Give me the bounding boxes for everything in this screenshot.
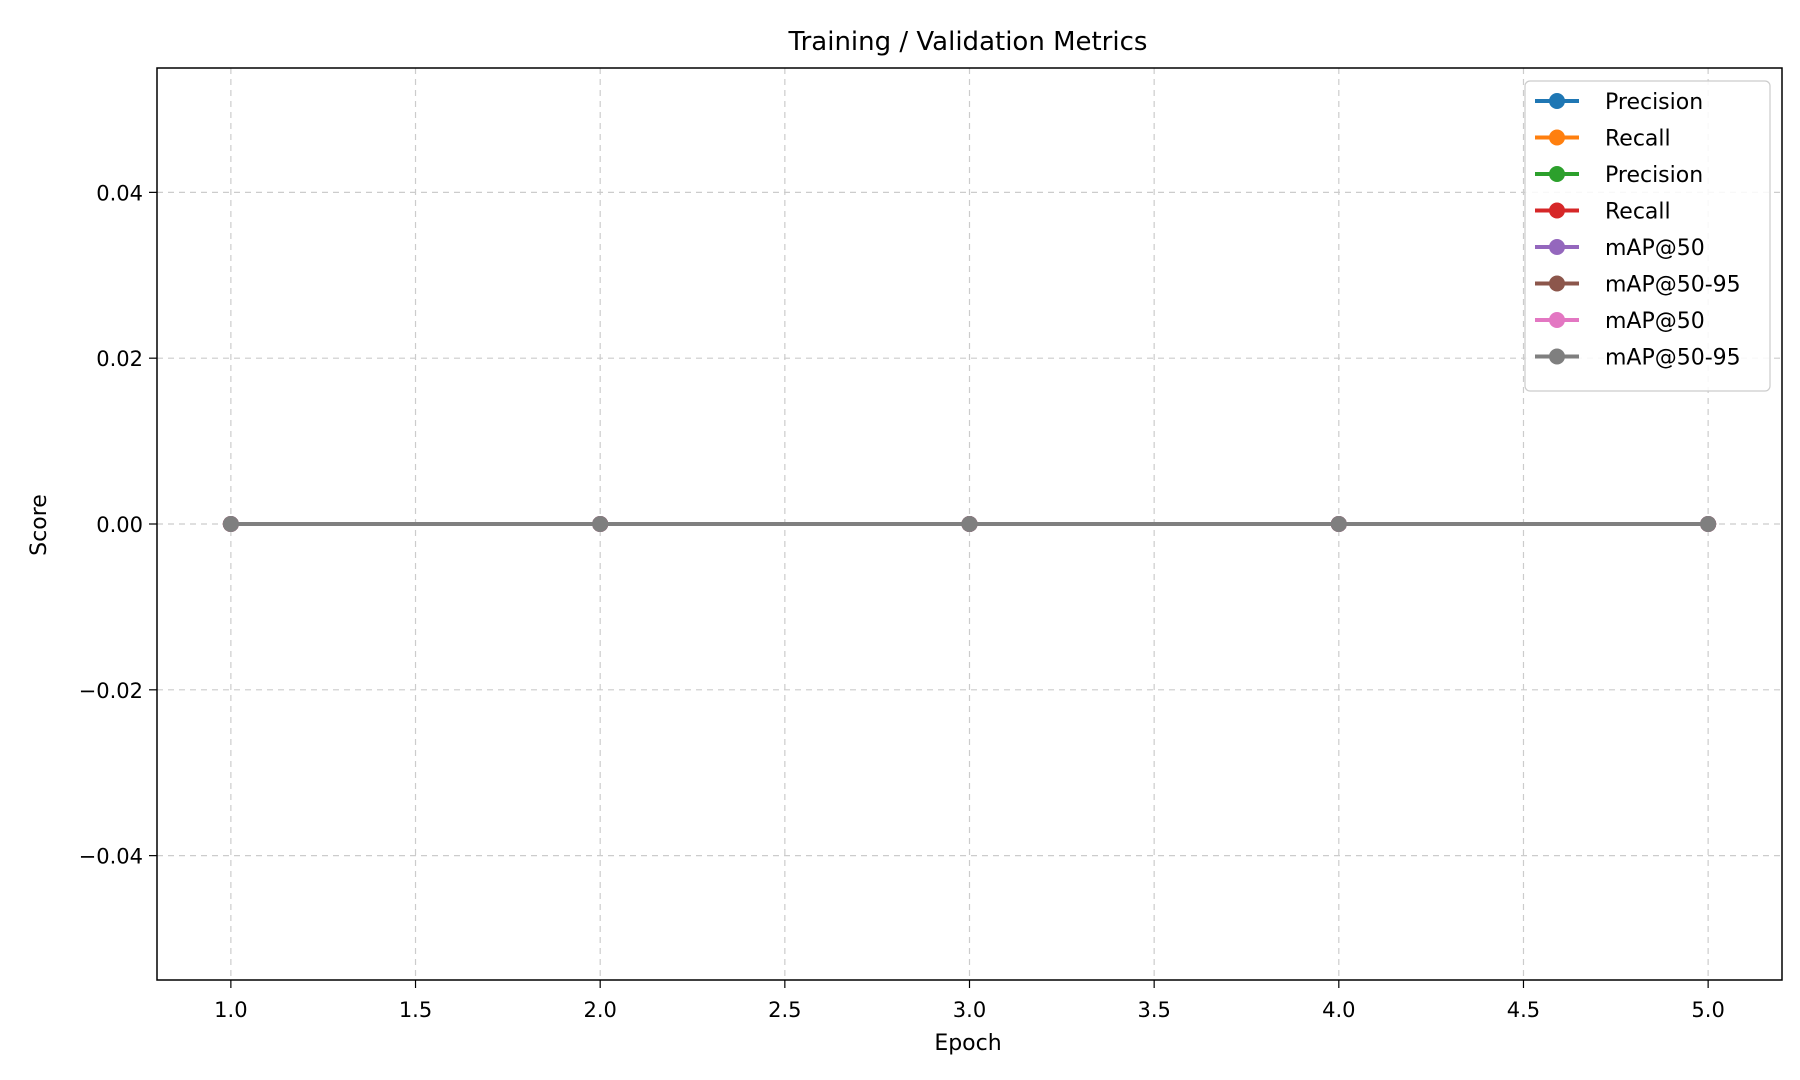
data-point: [592, 516, 609, 532]
legend-marker: [1549, 312, 1565, 328]
legend-item: Recall: [1535, 127, 1671, 152]
x-axis: 1.0 1.5 2.0 2.5 3.0 3.5 4.0 4.5 5.0: [214, 980, 1725, 1022]
y-axis: −0.04 −0.02 0.00 0.02 0.04: [79, 181, 157, 869]
legend-marker: [1549, 129, 1565, 146]
legend-item: mAP@50-95: [1535, 346, 1741, 371]
data-point: [1330, 516, 1347, 532]
legend-marker: [1549, 348, 1565, 365]
legend-label: mAP@50-95: [1605, 273, 1741, 298]
legend-item: Precision: [1535, 163, 1703, 188]
x-axis-label: Epoch: [934, 1031, 1001, 1056]
legend-label: mAP@50: [1605, 236, 1705, 261]
y-tick-label: 0.02: [96, 347, 143, 371]
x-tick-label: 5.0: [1691, 998, 1724, 1022]
x-tick-label: 2.0: [583, 998, 616, 1022]
y-axis-label: Score: [27, 494, 52, 556]
legend-item: Recall: [1535, 200, 1671, 225]
legend-marker: [1549, 275, 1565, 292]
legend-item: mAP@50: [1535, 309, 1705, 334]
x-tick-label: 1.0: [214, 998, 247, 1022]
legend-marker: [1549, 202, 1565, 219]
series-group: [222, 516, 1717, 532]
chart-title: Training / Validation Metrics: [788, 27, 1148, 57]
legend: Precision Recall Precision Recall mAP@50 mAP@…: [1524, 80, 1771, 392]
y-tick-label: 0.00: [96, 513, 143, 537]
x-tick-label: 4.0: [1322, 998, 1355, 1022]
y-tick-label: −0.04: [79, 845, 143, 869]
legend-label: mAP@50-95: [1605, 346, 1741, 371]
legend-box: [1524, 80, 1771, 392]
legend-item: mAP@50: [1535, 236, 1705, 261]
legend-item: Precision: [1535, 90, 1703, 115]
series-8: [222, 516, 1717, 532]
legend-label: Recall: [1605, 200, 1671, 225]
x-tick-label: 2.5: [768, 998, 801, 1022]
x-tick-label: 3.0: [953, 998, 986, 1022]
x-tick-label: 4.5: [1507, 998, 1540, 1022]
legend-label: Precision: [1605, 90, 1703, 115]
legend-label: mAP@50: [1605, 309, 1705, 334]
legend-marker: [1549, 93, 1565, 109]
y-tick-label: −0.02: [79, 679, 143, 703]
legend-label: Precision: [1605, 163, 1703, 188]
legend-marker: [1549, 166, 1565, 182]
y-tick-label: 0.04: [96, 181, 143, 205]
x-tick-label: 1.5: [399, 998, 432, 1022]
data-point: [961, 516, 978, 532]
legend-label: Recall: [1605, 127, 1671, 152]
x-tick-label: 3.5: [1137, 998, 1170, 1022]
data-point: [1700, 516, 1717, 532]
data-point: [222, 516, 239, 532]
legend-item: mAP@50-95: [1535, 273, 1741, 298]
legend-marker: [1549, 239, 1565, 255]
